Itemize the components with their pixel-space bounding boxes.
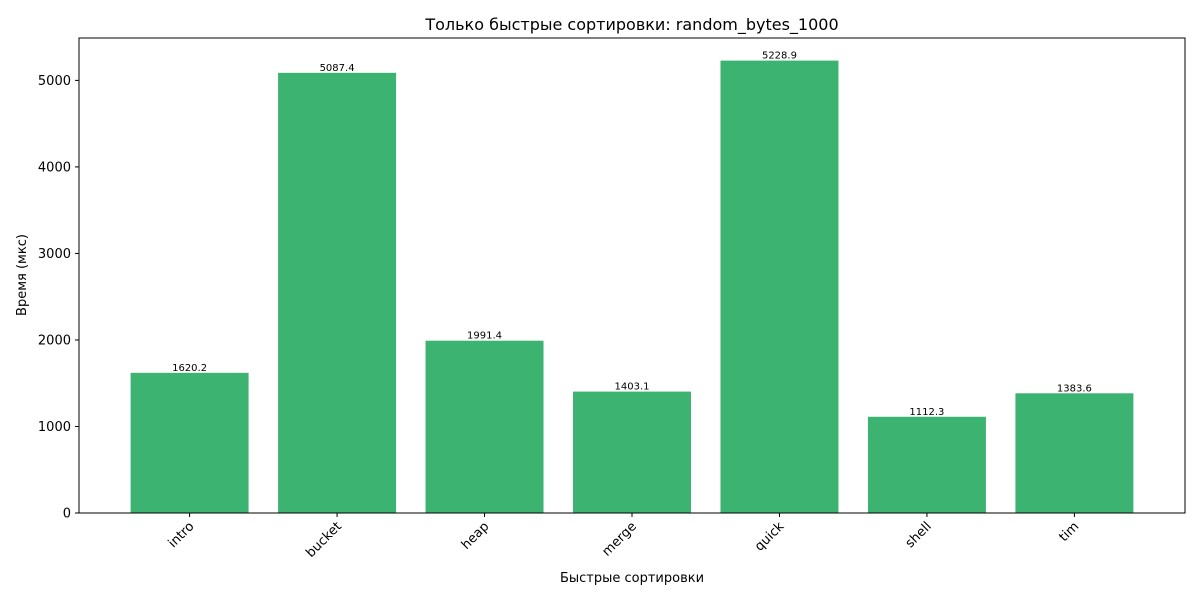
- data-labels-group: 1620.2 5087.4 1991.4 1403.1 5228.9 1112.3 1383…: [172, 51, 1092, 418]
- data-label-intro: 1620.2: [172, 363, 207, 374]
- bars-group: [130, 60, 1134, 514]
- y-tick-label-0: 0: [63, 507, 71, 522]
- data-label-shell: 1112.3: [909, 407, 944, 418]
- y-axis-label: Время (мкс): [15, 234, 30, 316]
- data-label-merge: 1403.1: [615, 382, 650, 393]
- y-tick-label-2000: 2000: [38, 333, 71, 348]
- data-label-bucket: 5087.4: [320, 63, 355, 74]
- data-label-quick: 5228.9: [762, 51, 797, 62]
- x-tick-label-heap: heap: [459, 519, 493, 553]
- data-label-tim: 1383.6: [1057, 383, 1092, 394]
- bar-bucket: [278, 72, 397, 513]
- data-label-heap: 1991.4: [467, 331, 502, 342]
- chart-title: Только быстрые сортировки: random_bytes_…: [424, 15, 838, 35]
- bar-intro: [130, 372, 249, 513]
- bar-quick: [720, 60, 839, 514]
- bar-shell: [867, 416, 986, 513]
- y-tick-label-4000: 4000: [38, 160, 71, 175]
- x-tick-label-bucket: bucket: [303, 519, 345, 561]
- bar-heap: [425, 340, 544, 513]
- bar-merge: [573, 391, 691, 513]
- x-tick-label-tim: tim: [1057, 519, 1083, 545]
- x-tick-label-merge: merge: [600, 519, 640, 559]
- plot-frame: [78, 37, 1186, 514]
- x-tick-label-quick: quick: [752, 519, 788, 555]
- y-tick-label-3000: 3000: [38, 247, 71, 262]
- bar-tim: [1015, 393, 1134, 513]
- x-tick-label-intro: intro: [166, 519, 198, 551]
- x-axis: intro bucket heap merge quick shell tim: [166, 513, 1083, 561]
- y-tick-label-1000: 1000: [38, 420, 71, 435]
- x-axis-label: Быстрые сортировки: [560, 571, 704, 586]
- y-tick-label-5000: 5000: [38, 74, 71, 89]
- x-tick-label-shell: shell: [903, 519, 935, 551]
- y-axis: 0 1000 2000 3000 4000 5000: [38, 74, 79, 522]
